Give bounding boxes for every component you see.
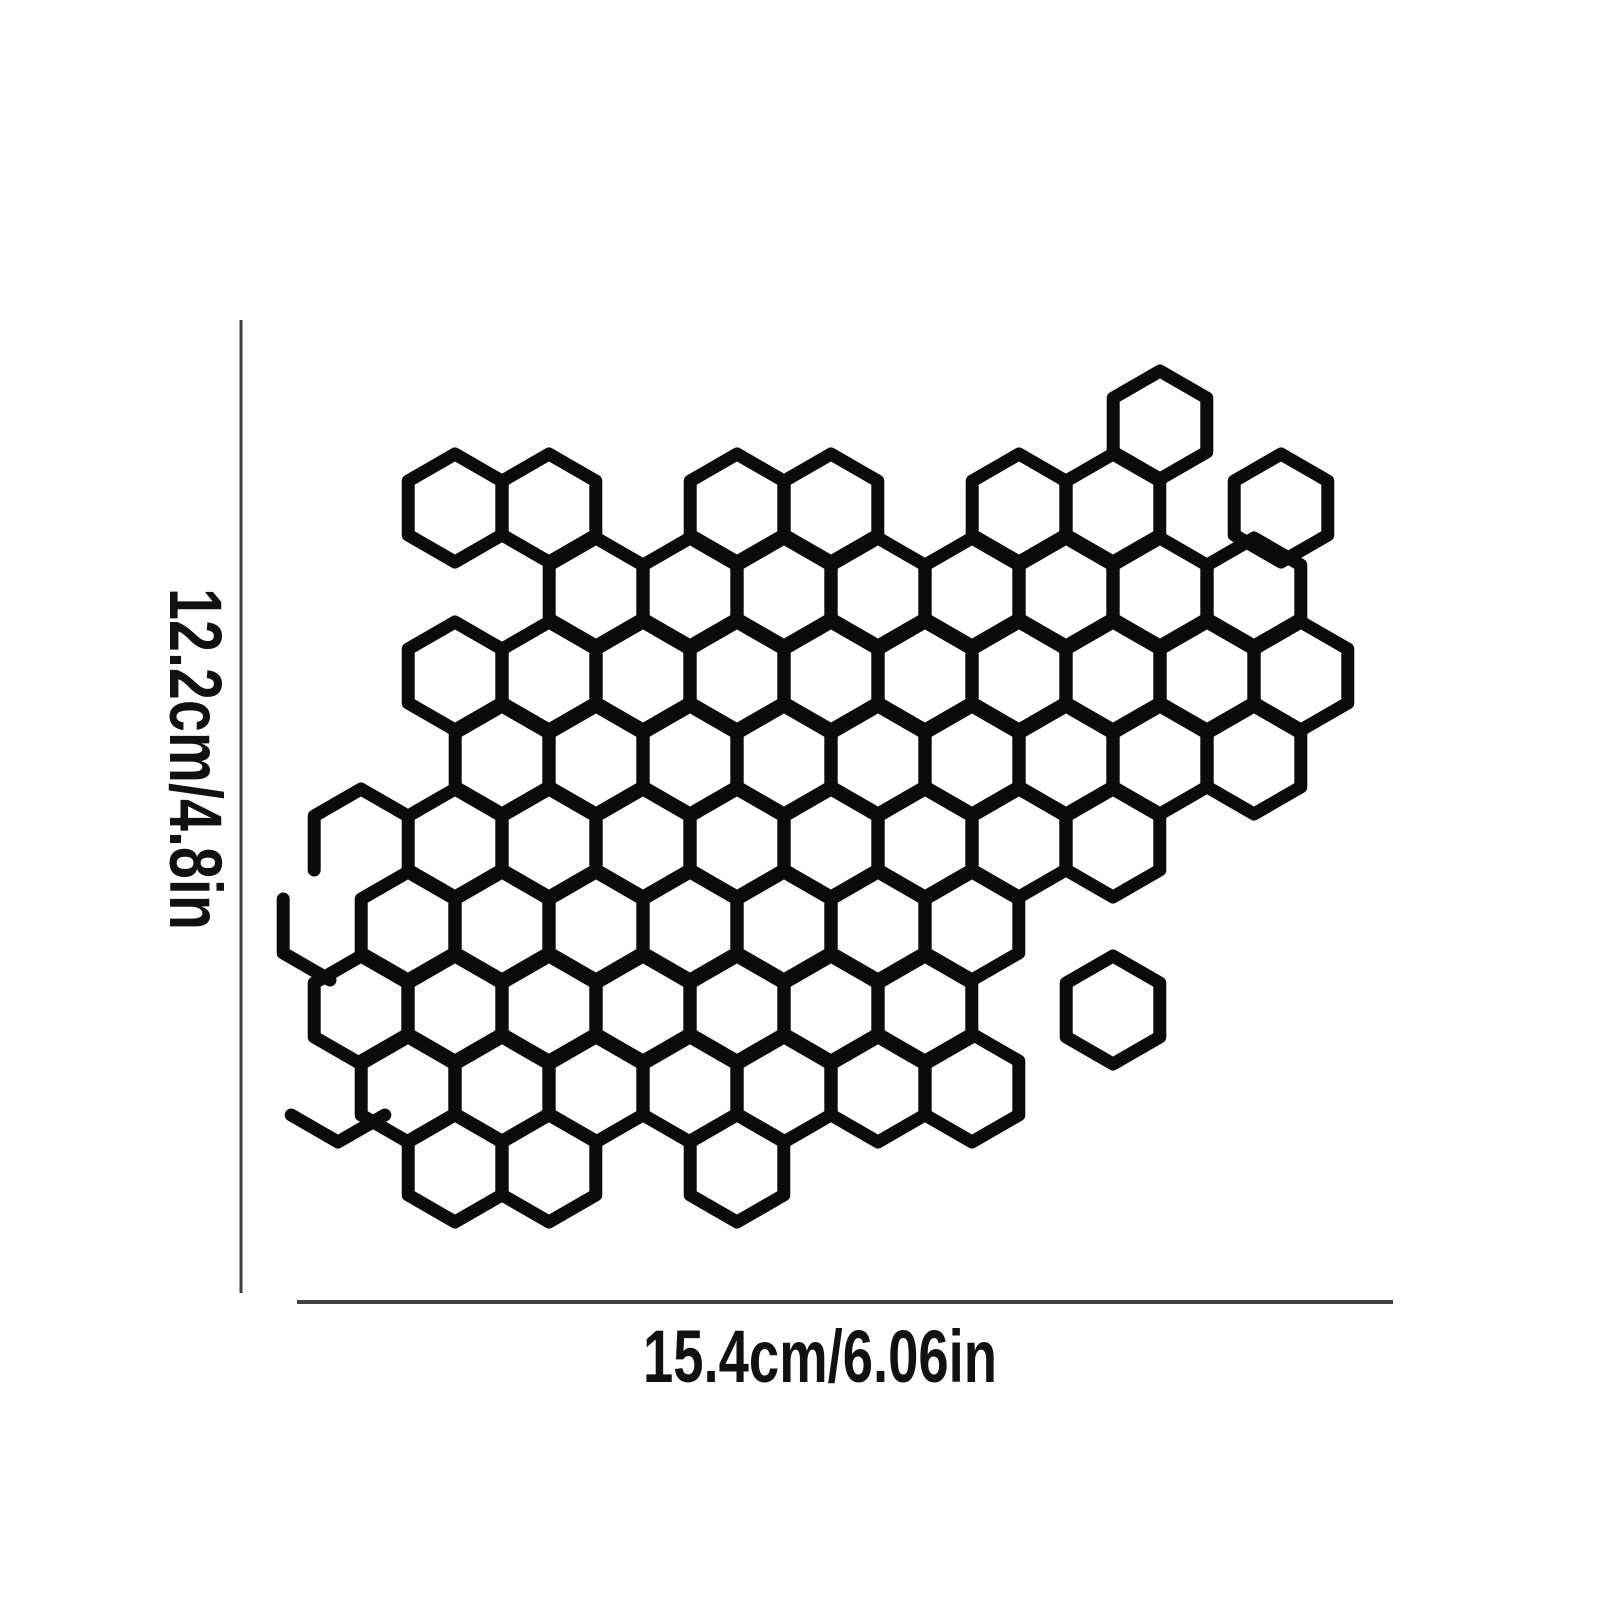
partial-hexagon-cell: [307, 782, 415, 877]
hexagon-cell: [401, 1107, 509, 1229]
hexagon-cell: [683, 1107, 791, 1229]
hexagon-cell: [1059, 782, 1167, 904]
hexagon-cell: [1200, 699, 1308, 821]
hexagon-cell: [401, 447, 509, 569]
hexagon-cell: [1227, 447, 1335, 569]
hexagon-cell: [824, 1027, 932, 1149]
honeycomb-pattern: [276, 364, 1355, 1229]
width-dimension-label: 15.4cm/6.06in: [643, 1315, 997, 1398]
hexagon-cell: [495, 1107, 603, 1229]
hexagon-cell: [918, 1027, 1026, 1149]
partial-hexagon-cell: [276, 892, 337, 987]
height-dimension-label: 12.2cm/4.8in: [154, 588, 237, 930]
partial-hexagon-cell: [284, 1108, 392, 1149]
hexagon-cell: [1059, 949, 1167, 1071]
